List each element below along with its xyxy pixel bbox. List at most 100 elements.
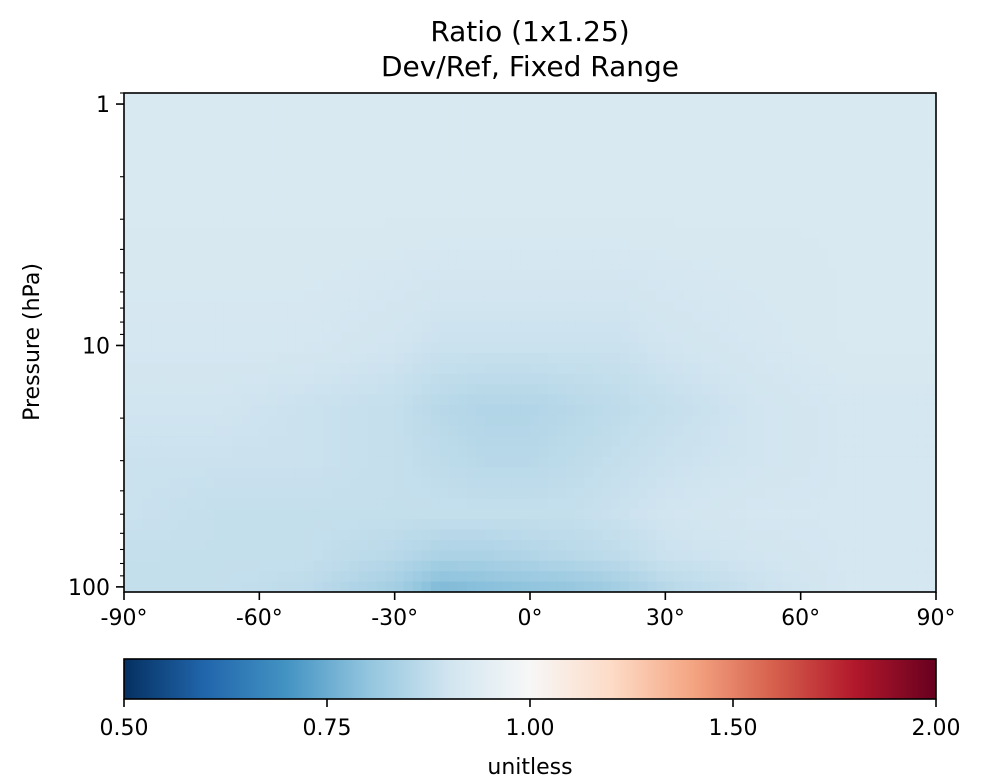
- heatmap-cell: [304, 446, 315, 458]
- heatmap-cell: [575, 280, 585, 292]
- heatmap-cell: [403, 560, 414, 572]
- heatmap-cell: [412, 113, 423, 125]
- heatmap-cell: [466, 248, 477, 260]
- heatmap-cell: [394, 103, 405, 115]
- heatmap-cell: [638, 342, 648, 354]
- heatmap-cell: [142, 394, 152, 406]
- heatmap-cell: [124, 550, 134, 562]
- heatmap-cell: [448, 124, 459, 136]
- heatmap-cell: [548, 228, 558, 240]
- heatmap-cell: [295, 228, 306, 240]
- heatmap-cell: [611, 300, 621, 312]
- heatmap-cell: [412, 436, 423, 448]
- heatmap-cell: [674, 176, 684, 188]
- heatmap-cell: [881, 207, 892, 219]
- heatmap-cell: [728, 269, 739, 281]
- heatmap-cell: [142, 529, 152, 541]
- heatmap-cell: [349, 425, 360, 437]
- heatmap-cell: [520, 300, 531, 312]
- heatmap-cell: [250, 207, 260, 219]
- heatmap-cell: [782, 342, 793, 354]
- heatmap-cell: [475, 352, 486, 364]
- heatmap-cell: [656, 352, 666, 364]
- heatmap-cell: [917, 280, 928, 292]
- heatmap-cell: [629, 508, 639, 520]
- heatmap-cell: [674, 103, 684, 115]
- heatmap-cell: [232, 196, 242, 208]
- heatmap-cell: [160, 436, 170, 448]
- heatmap-cell: [728, 436, 739, 448]
- heatmap-cell: [854, 384, 865, 396]
- heatmap-cell: [710, 259, 721, 271]
- heatmap-cell: [394, 196, 405, 208]
- heatmap-cell: [250, 311, 260, 323]
- heatmap-cell: [520, 134, 531, 146]
- heatmap-cell: [259, 300, 269, 312]
- heatmap-cell: [566, 155, 576, 167]
- heatmap-cell: [638, 300, 648, 312]
- heatmap-cell: [304, 467, 315, 479]
- heatmap-cell: [557, 196, 567, 208]
- heatmap-cell: [593, 384, 603, 396]
- heatmap-cell: [755, 124, 766, 136]
- heatmap-cell: [602, 228, 612, 240]
- colorbar-tick-label: 0.75: [303, 716, 352, 741]
- heatmap-cell: [854, 321, 865, 333]
- heatmap-cell: [926, 155, 937, 167]
- heatmap-cell: [367, 571, 378, 583]
- heatmap-cell: [728, 477, 739, 489]
- heatmap-cell: [250, 196, 260, 208]
- heatmap-cell: [899, 290, 910, 302]
- heatmap-cell: [917, 540, 928, 552]
- heatmap-cell: [584, 280, 594, 292]
- heatmap-cell: [755, 248, 766, 260]
- heatmap-cell: [710, 581, 721, 593]
- heatmap-cell: [890, 488, 901, 500]
- heatmap-cell: [611, 134, 621, 146]
- heatmap-cell: [575, 124, 585, 136]
- heatmap-cell: [719, 550, 730, 562]
- heatmap-cell: [566, 280, 576, 292]
- heatmap-cell: [782, 446, 793, 458]
- heatmap-cell: [530, 165, 540, 177]
- heatmap-cell: [917, 342, 928, 354]
- heatmap-cell: [169, 332, 179, 344]
- heatmap-cell: [304, 519, 315, 531]
- heatmap-cell: [178, 93, 188, 104]
- heatmap-cell: [836, 103, 847, 115]
- heatmap-cell: [863, 394, 874, 406]
- heatmap-cell: [160, 165, 170, 177]
- heatmap-cell: [457, 415, 468, 427]
- heatmap-cell: [169, 217, 179, 229]
- heatmap-cell: [205, 196, 215, 208]
- heatmap-cell: [593, 436, 603, 448]
- heatmap-cell: [493, 508, 504, 520]
- heatmap-cell: [223, 93, 233, 104]
- heatmap-cell: [277, 363, 287, 375]
- heatmap-cell: [728, 394, 739, 406]
- heatmap-cell: [728, 425, 739, 437]
- heatmap-cell: [764, 259, 775, 271]
- heatmap-cell: [827, 155, 838, 167]
- heatmap-cell: [178, 529, 188, 541]
- heatmap-cell: [520, 196, 531, 208]
- heatmap-cell: [854, 196, 865, 208]
- heatmap-cell: [899, 134, 910, 146]
- heatmap-cell: [647, 332, 657, 344]
- heatmap-cell: [349, 238, 360, 250]
- heatmap-cell: [575, 134, 585, 146]
- heatmap-cell: [701, 165, 712, 177]
- heatmap-cell: [511, 560, 522, 572]
- heatmap-cell: [133, 529, 143, 541]
- heatmap-cell: [917, 238, 928, 250]
- heatmap-cell: [548, 373, 558, 385]
- heatmap-cell: [908, 290, 919, 302]
- heatmap-cell: [719, 176, 730, 188]
- heatmap-cell: [908, 436, 919, 448]
- heatmap-cell: [683, 186, 693, 198]
- heatmap-cell: [638, 124, 648, 136]
- heatmap-cell: [710, 508, 721, 520]
- heatmap-cell: [908, 103, 919, 115]
- heatmap-cell: [611, 571, 621, 583]
